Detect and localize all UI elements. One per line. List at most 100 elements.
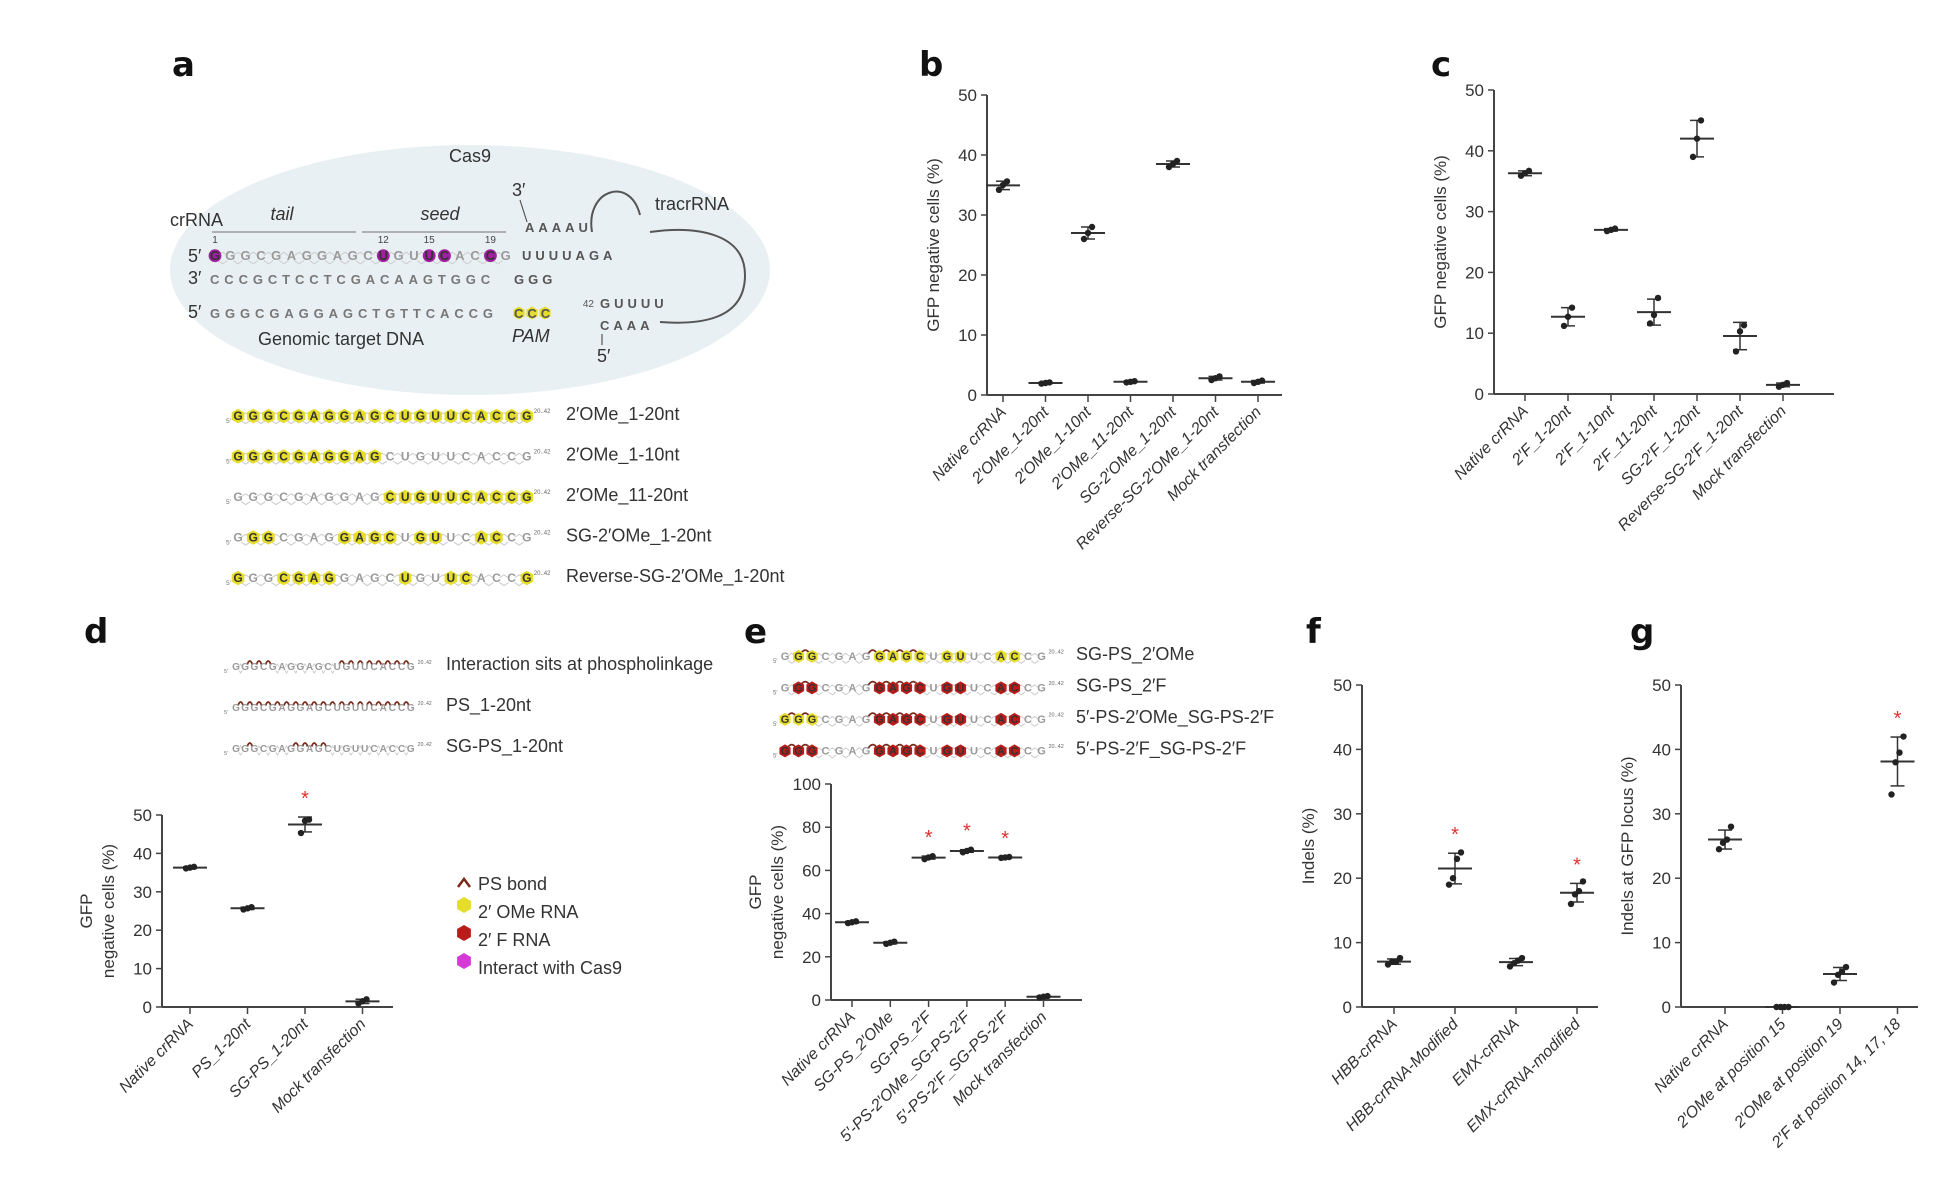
nucleotide: U <box>431 490 440 504</box>
cas9-ellipse <box>170 145 770 395</box>
backbone <box>331 493 342 506</box>
f-modification <box>887 712 899 726</box>
ome-modification <box>414 408 427 424</box>
nucleotide: C <box>1024 746 1032 758</box>
nucleotide: C <box>462 409 471 423</box>
nucleotide: U <box>361 703 368 714</box>
y-axis-label: negative cells (%) <box>99 844 118 978</box>
ps-bond-mark <box>338 660 346 665</box>
backbone <box>271 493 281 506</box>
nucleotide: U <box>379 248 388 263</box>
nucleotide: C <box>916 746 924 758</box>
nucleotide: G <box>862 714 871 726</box>
nucleotide: A <box>310 490 319 504</box>
legend-label: Interact with Cas9 <box>478 958 622 978</box>
ome-modification <box>383 408 397 424</box>
nucleotide: C <box>822 746 830 758</box>
nucleotide: G <box>416 490 425 504</box>
ome-modification <box>505 489 518 505</box>
backbone <box>1030 747 1039 759</box>
nucleotide: G <box>862 746 871 758</box>
backbone <box>330 745 335 756</box>
ome-modification <box>520 408 534 424</box>
nucleotide: G <box>251 662 259 673</box>
data-point <box>1842 963 1850 971</box>
y-tick-label: 0 <box>1343 998 1352 1017</box>
backbone <box>294 251 305 265</box>
y-tick-label: 30 <box>1652 805 1671 824</box>
data-point <box>1650 311 1658 319</box>
nucleotide: U <box>930 683 938 695</box>
data-point <box>1080 235 1088 243</box>
ps-sequence-label: SG-PS_1-20nt <box>446 736 563 757</box>
data-point <box>1888 791 1895 798</box>
panel-label-f: f <box>1306 612 1322 652</box>
nucleotide: C <box>256 248 266 263</box>
nucleotide: U <box>431 571 440 585</box>
ome-modification <box>444 489 458 505</box>
nucleotide: A <box>355 450 364 464</box>
five-prime-mark: 5′ <box>226 580 232 587</box>
ps-bond-icon <box>457 876 471 888</box>
nucleotide: A <box>380 744 387 755</box>
nucleotide: G <box>835 714 844 726</box>
backbone <box>238 745 243 756</box>
ps-bond-mark <box>246 742 254 747</box>
ps-bond-mark <box>237 701 245 706</box>
nucleotide: G <box>325 490 334 504</box>
nucleotide: U <box>957 651 965 663</box>
nucleotide: G <box>370 490 379 504</box>
nucleotide: G <box>875 683 884 695</box>
panel-label-d: d <box>84 612 108 652</box>
data-point <box>1449 875 1457 882</box>
ps-bond-mark <box>347 701 355 706</box>
nucleotide: C <box>386 409 395 423</box>
y-axis-label: GFP negative cells (%) <box>924 158 943 332</box>
nucleotide: A <box>310 571 319 585</box>
ps-bond-mark <box>255 660 263 665</box>
backbone <box>1030 684 1039 696</box>
cas9-interaction-site <box>376 249 390 263</box>
five-prime-mark: 5′ <box>773 754 778 760</box>
nucleotide: C <box>492 450 501 464</box>
ome-modification <box>262 408 275 424</box>
crrna-label: crRNA <box>170 210 223 230</box>
variant-label: 2′OMe_11-20nt <box>566 485 688 506</box>
nucleotide: G <box>233 450 242 464</box>
ome-modification <box>307 408 321 424</box>
nucleotide: G <box>522 531 531 545</box>
nucleotide: G <box>781 683 790 695</box>
backbone <box>499 574 509 587</box>
position-label: 15 <box>424 235 436 246</box>
nucleotide: G <box>522 490 531 504</box>
nucleotide: G <box>269 703 277 714</box>
position-marker: 20..42 <box>534 449 551 455</box>
ps-bond-mark <box>319 701 327 706</box>
five-prime-mark: 5′ <box>773 691 778 697</box>
backbone <box>828 652 837 664</box>
data-point <box>1715 846 1723 853</box>
ome-modification <box>429 489 442 505</box>
position-marker: 20..42 <box>534 571 551 577</box>
nucleotide: C <box>916 651 924 663</box>
backbone <box>1030 715 1039 727</box>
nucleotide: G <box>317 248 327 263</box>
backbone <box>468 452 479 465</box>
nucleotide: A <box>889 683 897 695</box>
data-point <box>1453 855 1461 863</box>
backbone <box>275 663 280 674</box>
nucleotide: A <box>849 651 857 663</box>
data-point <box>1830 979 1838 986</box>
nucleotide: G <box>902 714 911 726</box>
data-point <box>363 996 370 1003</box>
nucleotide: G <box>269 744 277 755</box>
backbone <box>377 574 388 587</box>
backbone <box>376 745 381 756</box>
cas9-interaction-site <box>422 249 436 263</box>
nucleotide: C <box>507 409 516 423</box>
five-prime-mark: 5′ <box>226 540 232 547</box>
nucleotide: A <box>306 662 313 673</box>
y-tick-label: 20 <box>133 921 152 940</box>
nucleotide: U <box>957 714 965 726</box>
f-modification <box>887 744 899 758</box>
